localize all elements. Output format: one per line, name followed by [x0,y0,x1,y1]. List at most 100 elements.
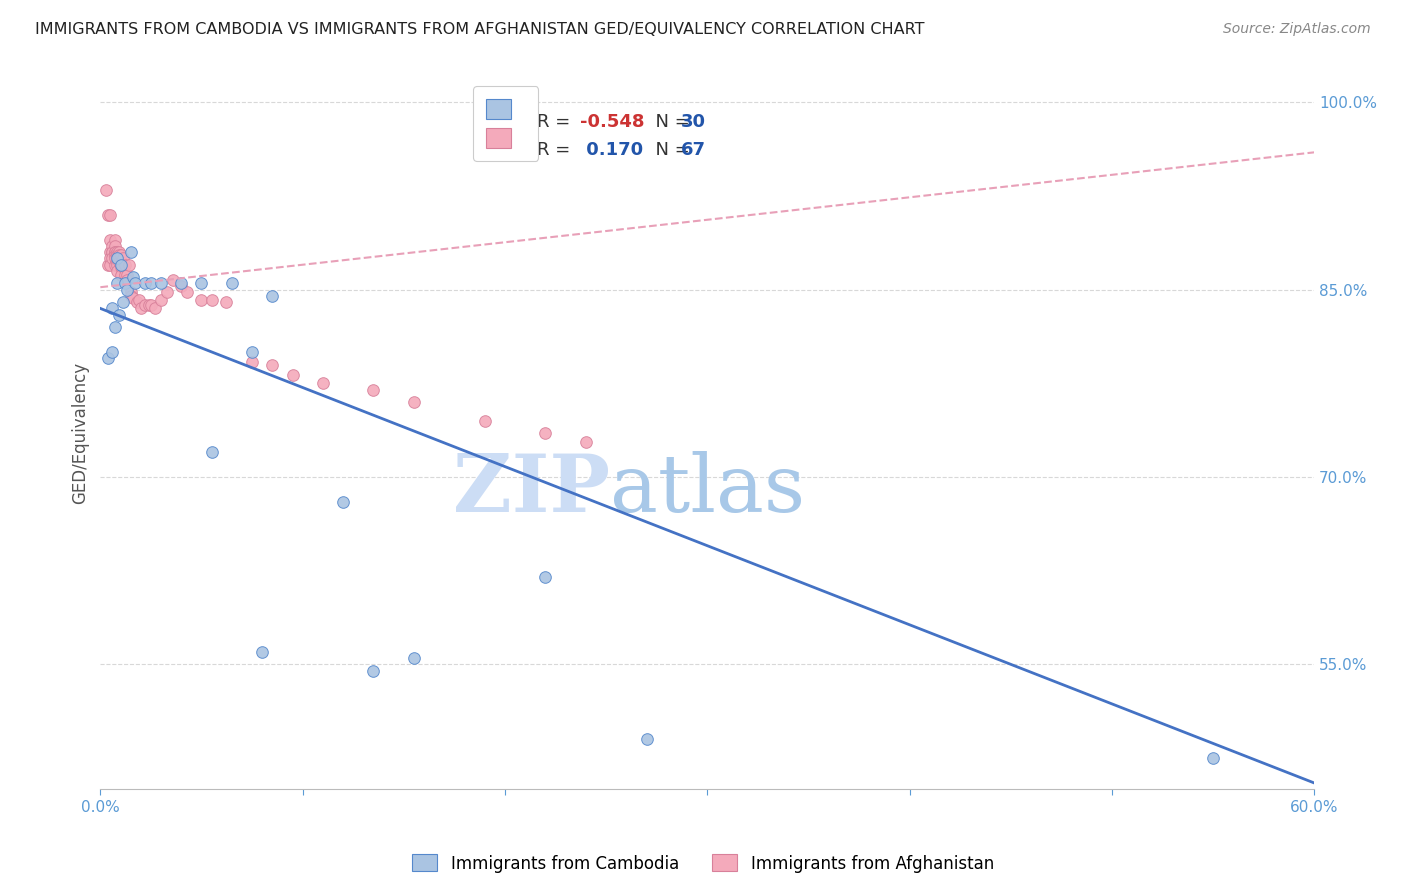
Text: R =: R = [537,141,576,159]
Point [103,245,125,260]
Point [115,268,138,282]
Point [150,293,173,307]
Point [115,273,138,287]
Point [134,277,156,291]
Point [96,183,118,197]
Point [100,245,122,260]
Point [107,248,129,262]
Text: atlas: atlas [610,451,806,529]
Point [101,245,124,260]
Point [103,248,125,262]
Point [101,245,124,260]
Point [162,273,184,287]
Point [103,233,125,247]
Text: R =: R = [537,112,576,130]
Point [240,345,263,359]
Point [114,268,136,282]
Point [100,252,122,266]
Text: Source: ZipAtlas.com: Source: ZipAtlas.com [1223,22,1371,37]
Point [101,239,124,253]
Point [240,355,263,369]
Point [575,435,598,450]
Point [215,295,238,310]
Point [312,376,335,391]
Legend: Immigrants from Cambodia, Immigrants from Afghanistan: Immigrants from Cambodia, Immigrants fro… [405,847,1001,880]
Point [221,277,243,291]
Point [103,252,125,266]
Point [138,298,160,312]
Point [250,645,273,659]
Point [105,258,128,272]
Point [103,258,125,272]
Point [97,208,120,222]
Point [100,233,122,247]
Point [118,258,141,272]
Point [156,285,179,300]
Point [103,320,125,334]
Point [110,255,132,269]
Text: -0.548: -0.548 [579,112,644,130]
Point [139,277,162,291]
Point [110,248,132,262]
Point [97,258,120,272]
Point [114,277,136,291]
Point [110,258,132,272]
Text: N =: N = [644,141,696,159]
Point [363,664,385,678]
Point [110,268,132,282]
Point [105,255,128,269]
Y-axis label: GED/Equivalency: GED/Equivalency [72,362,89,504]
Point [170,279,193,293]
Point [262,358,284,372]
Point [120,245,142,260]
Point [107,252,129,266]
Point [105,252,128,266]
Point [143,301,166,316]
Point [105,248,128,262]
Point [121,270,143,285]
Point [129,301,152,316]
Point [281,368,304,382]
Point [105,252,128,266]
Point [101,345,124,359]
Legend: , : , [474,87,538,161]
Text: IMMIGRANTS FROM CAMBODIA VS IMMIGRANTS FROM AFGHANISTAN GED/EQUIVALENCY CORRELAT: IMMIGRANTS FROM CAMBODIA VS IMMIGRANTS F… [35,22,925,37]
Point [125,295,148,310]
Point [107,255,129,269]
Text: 0.170: 0.170 [579,141,643,159]
Point [139,298,162,312]
Point [262,289,284,303]
Point [190,277,212,291]
Point [363,383,385,397]
Point [201,293,224,307]
Point [170,277,193,291]
Point [107,308,129,322]
Point [110,260,132,275]
Point [111,252,134,266]
Point [101,252,124,266]
Point [534,426,557,441]
Point [111,260,134,275]
Point [105,245,128,260]
Point [636,732,658,747]
Point [128,293,150,307]
Point [115,283,138,297]
Point [121,292,143,306]
Point [100,258,122,272]
Text: 67: 67 [681,141,706,159]
Point [176,285,198,300]
Point [124,277,146,291]
Text: 30: 30 [681,112,706,130]
Point [402,395,425,409]
Point [103,245,125,260]
Point [101,301,124,316]
Point [1202,751,1225,765]
Point [190,293,212,307]
Point [107,245,129,260]
Point [97,351,120,366]
Point [402,651,425,665]
Point [111,295,134,310]
Point [474,414,496,428]
Point [150,277,173,291]
Point [332,495,354,509]
